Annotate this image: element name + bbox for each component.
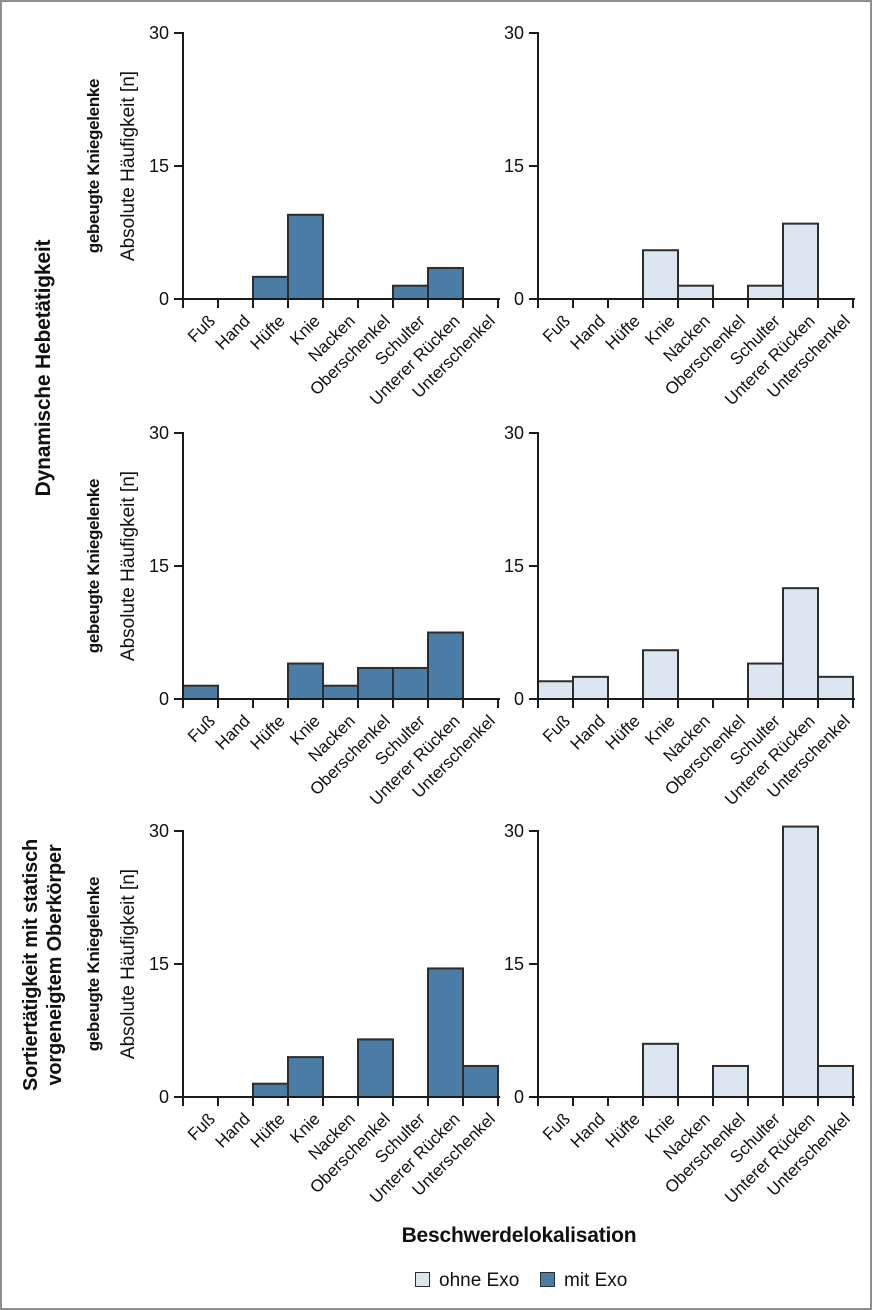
bar-knie xyxy=(642,249,679,301)
y-tick-label: 15 xyxy=(149,156,169,176)
bar-knie xyxy=(642,649,679,701)
x-category-label-hand: Hand xyxy=(567,1109,609,1151)
bar-unterschenkel xyxy=(817,1064,854,1099)
x-category-label-hand: Hand xyxy=(212,311,254,353)
y-tick-label: 0 xyxy=(159,689,169,709)
x-category-label-huefte: Hüfte xyxy=(602,1109,644,1151)
bar-oberschenkel xyxy=(712,1064,749,1099)
y-tick-label: 30 xyxy=(504,423,524,443)
bar-knie xyxy=(287,662,324,700)
bar-unterschenkel xyxy=(462,1064,499,1099)
x-category-label-hand: Hand xyxy=(212,1109,254,1151)
y-tick-label: 0 xyxy=(514,689,524,709)
bar-hand xyxy=(572,675,609,700)
bar-knie xyxy=(287,1056,324,1098)
y-tick-label: 0 xyxy=(159,1087,169,1107)
y-tick-label: 30 xyxy=(504,23,524,43)
y-tick-label: 0 xyxy=(159,289,169,309)
bar-unterer-ruecken xyxy=(782,587,819,701)
x-category-label-huefte: Hüfte xyxy=(247,1109,289,1151)
y-tick-label: 15 xyxy=(149,954,169,974)
x-category-label-huefte: Hüfte xyxy=(602,711,644,753)
bar-unterschenkel xyxy=(817,675,854,700)
y-tick-label: 15 xyxy=(504,954,524,974)
y-tick-label: 15 xyxy=(504,156,524,176)
bar-unterer-ruecken xyxy=(782,222,819,300)
y-tick-label: 30 xyxy=(504,821,524,841)
panel-2-ohne-exo: 01530FußHandHüfteKnieNackenOberschenkelS… xyxy=(504,821,855,1207)
bar-fuss xyxy=(182,684,219,701)
legend-swatch-mit-exo xyxy=(540,1272,555,1287)
bar-nacken xyxy=(322,684,359,701)
x-category-label-huefte: Hüfte xyxy=(247,711,289,753)
x-axis-title: Beschwerdelokalisation xyxy=(401,1224,637,1247)
bar-fuss xyxy=(537,680,574,700)
bar-oberschenkel xyxy=(357,1038,394,1099)
bar-schulter xyxy=(392,284,429,301)
panel-2-mit-exo: 01530FußHandHüfteKnieNackenOberschenkelS… xyxy=(149,821,500,1207)
y-tick-label: 0 xyxy=(514,1087,524,1107)
bar-unterer-ruecken xyxy=(427,967,464,1099)
y-tick-label: 15 xyxy=(149,556,169,576)
bar-unterer-ruecken xyxy=(782,825,819,1098)
bar-unterer-ruecken xyxy=(427,266,464,301)
panel-0-ohne-exo: 01530FußHandHüfteKnieNackenOberschenkelS… xyxy=(504,23,855,409)
panel-1-mit-exo: 01530FußHandHüfteKnieNackenOberschenkelS… xyxy=(149,423,500,809)
legend-label-mit-exo: mit Exo xyxy=(564,1270,628,1291)
panel-0-mit-exo: 01530FußHandHüfteKnieNackenOberschenkelS… xyxy=(149,23,500,409)
bar-huefte xyxy=(252,1082,289,1098)
bar-schulter xyxy=(392,666,429,701)
x-category-label-hand: Hand xyxy=(567,311,609,353)
panel-1-ohne-exo: 01530FußHandHüfteKnieNackenOberschenkelS… xyxy=(504,423,855,809)
y-tick-label: 30 xyxy=(149,423,169,443)
bar-schulter xyxy=(747,284,784,301)
y-tick-label: 0 xyxy=(514,289,524,309)
bar-schulter xyxy=(747,662,784,700)
bar-oberschenkel xyxy=(357,666,394,701)
bar-huefte xyxy=(252,275,289,301)
x-category-label-hand: Hand xyxy=(567,711,609,753)
bar-knie xyxy=(642,1042,679,1099)
y-tick-label: 15 xyxy=(504,556,524,576)
x-category-label-hand: Hand xyxy=(212,711,254,753)
bar-knie xyxy=(287,213,324,300)
bar-unterer-ruecken xyxy=(427,631,464,700)
bar-nacken xyxy=(677,284,714,301)
x-category-label-huefte: Hüfte xyxy=(247,311,289,353)
legend-swatch-ohne-exo xyxy=(415,1272,430,1287)
x-category-label-huefte: Hüfte xyxy=(602,311,644,353)
y-tick-label: 30 xyxy=(149,23,169,43)
y-tick-label: 30 xyxy=(149,821,169,841)
legend-label-ohne-exo: ohne Exo xyxy=(439,1270,520,1291)
